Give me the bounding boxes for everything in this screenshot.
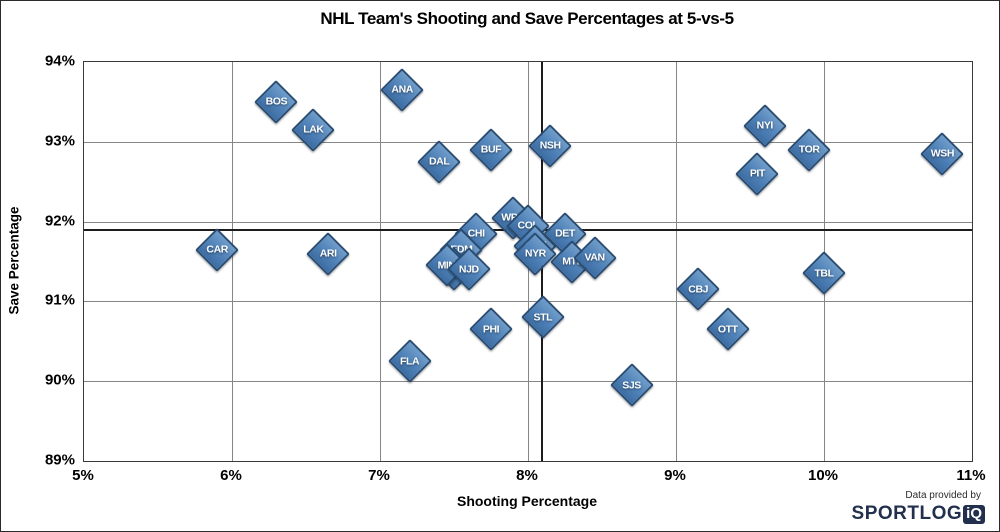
y-tick-label-94: 94%: [44, 52, 75, 70]
x-tick-label-7: 7%: [368, 467, 390, 484]
marker-label-CBJ: CBJ: [688, 283, 709, 296]
sportlogiq-logo-text: SPORTLOG: [851, 503, 963, 524]
marker-label-STL: STL: [533, 311, 553, 324]
marker-label-PHI: PHI: [482, 323, 500, 336]
sportlogiq-logo-badge: iQ: [963, 504, 985, 524]
gridline-y-90: [84, 381, 972, 383]
chart-title: NHL Team's Shooting and Save Percentages…: [320, 9, 734, 28]
marker-label-BOS: BOS: [265, 95, 288, 108]
marker-OTT: OTT: [705, 307, 750, 352]
marker-NYI: NYI: [742, 103, 787, 148]
marker-ARI: ARI: [306, 231, 351, 276]
marker-label-NYI: NYI: [756, 119, 774, 132]
marker-DAL: DAL: [417, 139, 462, 184]
gridline-x-6: [232, 62, 233, 461]
marker-CAR: CAR: [195, 227, 240, 272]
marker-label-LAK: LAK: [303, 123, 324, 136]
marker-LAK: LAK: [291, 107, 336, 152]
sportlogiq-logo: SPORTLOG iQ: [852, 503, 985, 525]
marker-label-ARI: ARI: [319, 247, 337, 260]
marker-label-OTT: OTT: [717, 323, 738, 336]
marker-DET: DET: [543, 211, 587, 256]
x-tick-label-6: 6%: [220, 467, 242, 484]
marker-label-SJS: SJS: [622, 379, 641, 392]
marker-PHI: PHI: [469, 307, 513, 352]
marker-label-ANA: ANA: [391, 83, 413, 96]
marker-TBL: TBL: [802, 251, 846, 296]
marker-label-FLA: FLA: [399, 355, 420, 368]
y-tick-label-91: 91%: [44, 291, 75, 309]
marker-label-DAL: DAL: [428, 155, 450, 168]
marker-BUF: BUF: [469, 127, 513, 172]
marker-TOR: TOR: [787, 127, 832, 172]
data-credit-text: Data provided by: [905, 490, 981, 501]
plot-area: ANA BOS LAK DAL BUF NSH NYI TOR PIT WSH CAR ARI FLA P…: [83, 61, 973, 462]
marker-label-TBL: TBL: [814, 267, 834, 280]
marker-NYR: NYR: [513, 231, 558, 276]
marker-label-BUF: BUF: [480, 143, 502, 156]
gridline-y-93: [84, 141, 972, 143]
marker-BOS: BOS: [254, 79, 299, 124]
marker-label-PIT: PIT: [749, 167, 766, 180]
marker-label-WSH: WSH: [930, 147, 955, 160]
x-tick-label-10: 10%: [807, 467, 839, 484]
x-axis-title: Shooting Percentage: [456, 493, 598, 509]
gridline-x-9: [676, 62, 677, 461]
marker-CHI: CHI: [454, 211, 499, 256]
marker-FLA: FLA: [387, 339, 432, 384]
y-tick-label-93: 93%: [44, 132, 75, 150]
x-tick-label-8: 8%: [516, 467, 538, 484]
marker-WSH: WSH: [920, 131, 965, 176]
y-tick-label-89: 89%: [44, 451, 75, 469]
marker-NSH: NSH: [528, 123, 573, 168]
x-tick-label-11: 11%: [956, 467, 986, 484]
marker-SJS: SJS: [609, 363, 654, 408]
marker-STL: STL: [520, 295, 565, 340]
marker-VAN: VAN: [572, 235, 617, 280]
marker-label-DET: DET: [555, 227, 575, 240]
x-tick-label-5: 5%: [72, 467, 94, 484]
y-tick-label-92: 92%: [44, 212, 75, 230]
marker-NJD: NJD: [446, 247, 491, 292]
marker-label-NYR: NYR: [524, 247, 546, 260]
footer: Data provided by SPORTLOG iQ: [852, 490, 985, 525]
gridline-x-7: [380, 62, 381, 461]
marker-label-TOR: TOR: [798, 143, 820, 156]
x-tick-label-9: 9%: [664, 467, 686, 484]
y-tick-label-90: 90%: [44, 371, 75, 389]
marker-CBJ: CBJ: [676, 267, 721, 312]
marker-label-NSH: NSH: [539, 139, 561, 152]
gridline-y-91: [84, 301, 972, 303]
marker-PIT: PIT: [735, 151, 780, 196]
marker-label-VAN: VAN: [584, 251, 605, 264]
marker-ANA: ANA: [380, 68, 425, 112]
marker-label-CHI: CHI: [467, 227, 485, 240]
marker-label-NJD: NJD: [458, 263, 479, 276]
marker-label-CAR: CAR: [206, 243, 228, 256]
